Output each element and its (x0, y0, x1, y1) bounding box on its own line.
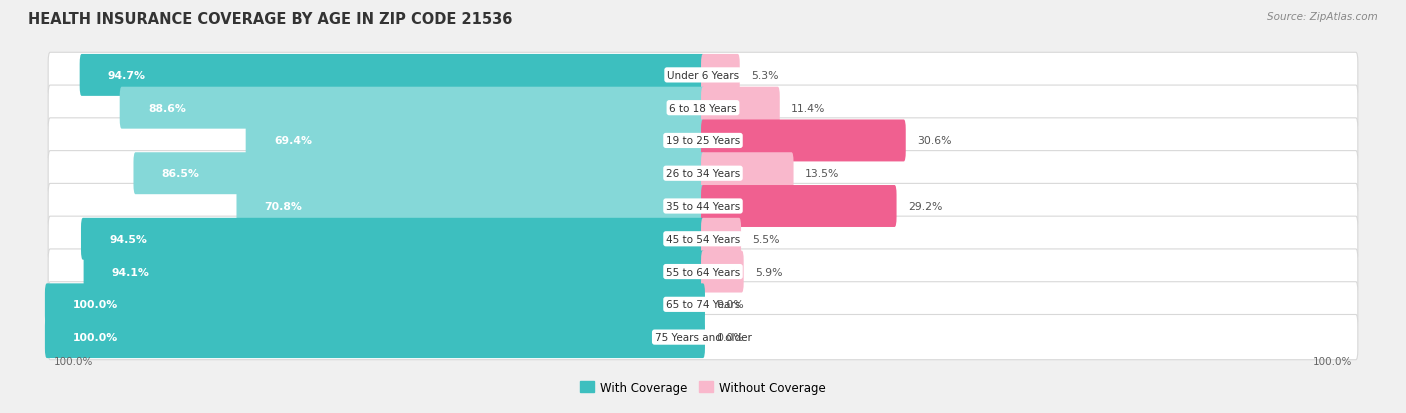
FancyBboxPatch shape (702, 218, 741, 260)
FancyBboxPatch shape (702, 185, 897, 228)
FancyBboxPatch shape (48, 217, 1358, 262)
Text: 26 to 34 Years: 26 to 34 Years (666, 169, 740, 179)
FancyBboxPatch shape (702, 88, 780, 129)
Text: 88.6%: 88.6% (148, 103, 186, 114)
FancyBboxPatch shape (702, 55, 740, 97)
Text: 100.0%: 100.0% (53, 356, 93, 366)
Text: 94.1%: 94.1% (112, 267, 149, 277)
FancyBboxPatch shape (702, 251, 744, 293)
Text: Source: ZipAtlas.com: Source: ZipAtlas.com (1267, 12, 1378, 22)
Text: 94.7%: 94.7% (108, 71, 146, 81)
Text: 0.0%: 0.0% (716, 299, 744, 310)
Text: 45 to 54 Years: 45 to 54 Years (666, 234, 740, 244)
FancyBboxPatch shape (702, 120, 905, 162)
FancyBboxPatch shape (134, 153, 704, 195)
FancyBboxPatch shape (120, 88, 704, 129)
Text: 35 to 44 Years: 35 to 44 Years (666, 202, 740, 211)
Text: 100.0%: 100.0% (73, 332, 118, 342)
FancyBboxPatch shape (48, 184, 1358, 229)
FancyBboxPatch shape (246, 120, 704, 162)
Text: Under 6 Years: Under 6 Years (666, 71, 740, 81)
FancyBboxPatch shape (80, 55, 704, 97)
Text: 100.0%: 100.0% (73, 299, 118, 310)
Text: HEALTH INSURANCE COVERAGE BY AGE IN ZIP CODE 21536: HEALTH INSURANCE COVERAGE BY AGE IN ZIP … (28, 12, 513, 27)
Text: 94.5%: 94.5% (110, 234, 148, 244)
FancyBboxPatch shape (45, 316, 704, 358)
Text: 29.2%: 29.2% (908, 202, 942, 211)
FancyBboxPatch shape (236, 185, 704, 228)
FancyBboxPatch shape (48, 282, 1358, 327)
Text: 100.0%: 100.0% (1313, 356, 1353, 366)
Text: 0.0%: 0.0% (716, 332, 744, 342)
Legend: With Coverage, Without Coverage: With Coverage, Without Coverage (575, 376, 831, 399)
Text: 65 to 74 Years: 65 to 74 Years (666, 299, 740, 310)
FancyBboxPatch shape (48, 86, 1358, 131)
Text: 75 Years and older: 75 Years and older (655, 332, 751, 342)
FancyBboxPatch shape (48, 119, 1358, 164)
FancyBboxPatch shape (48, 151, 1358, 196)
Text: 11.4%: 11.4% (792, 103, 825, 114)
Text: 69.4%: 69.4% (274, 136, 312, 146)
FancyBboxPatch shape (83, 251, 704, 293)
Text: 30.6%: 30.6% (917, 136, 952, 146)
Text: 6 to 18 Years: 6 to 18 Years (669, 103, 737, 114)
FancyBboxPatch shape (702, 153, 793, 195)
FancyBboxPatch shape (45, 284, 704, 325)
Text: 70.8%: 70.8% (264, 202, 302, 211)
FancyBboxPatch shape (48, 249, 1358, 294)
FancyBboxPatch shape (82, 218, 704, 260)
Text: 5.5%: 5.5% (752, 234, 780, 244)
Text: 86.5%: 86.5% (162, 169, 200, 179)
Text: 5.3%: 5.3% (751, 71, 779, 81)
Text: 5.9%: 5.9% (755, 267, 782, 277)
Text: 13.5%: 13.5% (804, 169, 839, 179)
FancyBboxPatch shape (48, 315, 1358, 360)
Text: 55 to 64 Years: 55 to 64 Years (666, 267, 740, 277)
Text: 19 to 25 Years: 19 to 25 Years (666, 136, 740, 146)
FancyBboxPatch shape (48, 53, 1358, 98)
